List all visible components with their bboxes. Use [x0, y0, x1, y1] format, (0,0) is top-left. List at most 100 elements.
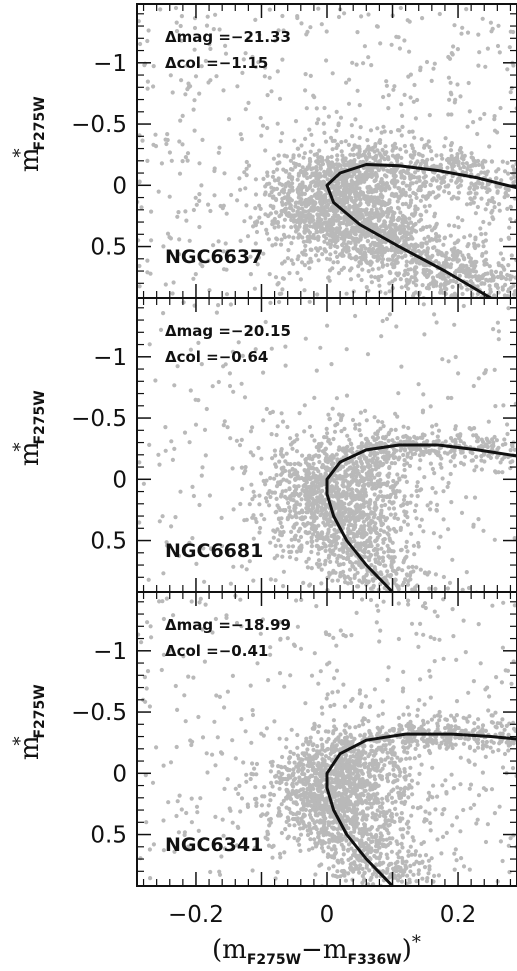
data-point	[425, 503, 430, 508]
data-point	[461, 441, 467, 446]
data-point	[358, 561, 363, 566]
data-point	[272, 178, 277, 183]
data-point	[222, 171, 227, 176]
data-point	[171, 280, 176, 285]
data-point	[416, 540, 421, 546]
data-point	[227, 371, 232, 376]
data-point	[497, 202, 502, 207]
data-point	[432, 303, 436, 307]
data-point	[351, 535, 356, 540]
data-point	[376, 276, 381, 281]
data-point	[386, 525, 391, 530]
data-point	[353, 117, 358, 122]
data-point	[406, 221, 411, 226]
data-point	[413, 192, 418, 197]
data-point	[416, 219, 422, 224]
data-point	[372, 512, 377, 517]
data-point	[351, 511, 356, 517]
data-point	[429, 149, 434, 154]
data-point	[194, 202, 199, 207]
data-point	[380, 209, 385, 214]
data-point	[404, 539, 409, 545]
data-point	[363, 436, 368, 442]
data-point	[253, 347, 258, 352]
data-point	[501, 403, 506, 408]
data-point	[348, 559, 353, 565]
data-point	[341, 489, 346, 494]
data-point	[309, 539, 314, 544]
data-point	[366, 269, 371, 274]
data-point	[475, 131, 480, 137]
data-point	[402, 143, 407, 149]
data-point	[339, 429, 344, 434]
data-point	[304, 559, 309, 564]
data-point	[393, 192, 398, 197]
data-point	[332, 478, 337, 483]
data-point	[381, 540, 386, 545]
data-point	[364, 285, 369, 290]
data-point	[399, 227, 404, 232]
data-point	[419, 517, 424, 522]
data-point	[199, 183, 204, 188]
data-point	[491, 275, 497, 280]
data-point	[381, 558, 386, 564]
data-point	[479, 443, 484, 448]
data-point	[483, 207, 488, 212]
data-point	[399, 169, 404, 174]
data-point	[462, 235, 467, 240]
data-point	[332, 243, 337, 248]
data-point	[277, 459, 282, 464]
data-point	[393, 229, 398, 234]
data-point	[439, 465, 444, 470]
data-point	[307, 471, 312, 476]
data-point	[314, 207, 319, 212]
data-point	[375, 236, 380, 242]
data-point	[206, 80, 211, 85]
data-point	[368, 499, 373, 504]
data-point	[478, 116, 483, 121]
data-point	[303, 457, 308, 462]
data-point	[446, 112, 451, 117]
data-point	[336, 14, 342, 20]
data-point	[387, 200, 392, 205]
data-point	[365, 260, 370, 265]
data-point	[459, 31, 464, 36]
data-point	[495, 274, 500, 280]
data-point	[239, 465, 244, 470]
data-point	[376, 516, 381, 521]
data-point	[491, 327, 496, 332]
data-point	[306, 260, 311, 265]
data-point	[329, 533, 334, 539]
data-point	[492, 205, 497, 210]
data-point	[365, 515, 371, 521]
data-point	[430, 178, 435, 183]
data-point	[475, 204, 480, 210]
data-point	[291, 214, 296, 219]
data-point	[302, 263, 307, 268]
data-point	[311, 461, 316, 466]
data-point	[387, 465, 392, 471]
data-point	[421, 175, 427, 180]
data-point	[271, 195, 276, 200]
data-point	[395, 179, 400, 184]
data-point	[346, 460, 351, 465]
data-point	[251, 536, 256, 541]
data-point	[351, 159, 357, 164]
data-point	[406, 286, 411, 291]
data-point	[303, 218, 308, 223]
data-point	[277, 291, 282, 296]
data-point	[366, 579, 371, 584]
data-point	[484, 277, 489, 282]
data-point	[308, 149, 313, 154]
data-point	[275, 503, 280, 508]
data-point	[327, 417, 332, 422]
data-point	[353, 466, 358, 471]
data-point	[436, 545, 441, 550]
data-point	[468, 201, 473, 206]
data-point	[279, 452, 284, 457]
data-point	[448, 90, 453, 95]
data-point	[368, 530, 373, 535]
data-point	[337, 222, 342, 227]
data-point	[449, 247, 454, 252]
data-point	[476, 517, 481, 522]
